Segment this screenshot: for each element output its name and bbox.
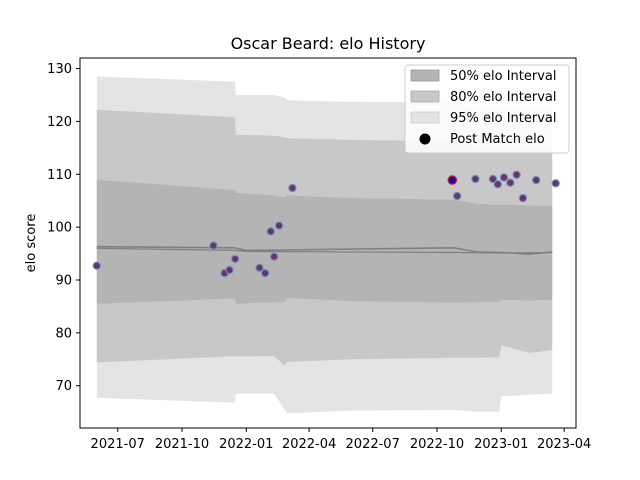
legend-swatch-80 xyxy=(410,90,440,103)
x-tick-label: 2021-07 xyxy=(91,437,145,452)
legend-label-95: 95% elo Interval xyxy=(450,111,557,126)
mean-elo-line xyxy=(96,245,553,255)
x-tick-label: 2023-04 xyxy=(537,437,591,452)
post-match-point xyxy=(270,252,279,261)
y-tick-label: 110 xyxy=(47,168,72,183)
y-axis-label: elo score xyxy=(24,214,39,273)
x-tick-label: 2023-01 xyxy=(474,437,528,452)
y-tick-label: 100 xyxy=(47,221,72,236)
post-match-point xyxy=(255,263,264,272)
x-tick-label: 2022-07 xyxy=(346,437,400,452)
post-match-point xyxy=(447,175,458,185)
legend-label-80: 80% elo Interval xyxy=(450,90,557,105)
post-match-point xyxy=(518,193,528,203)
post-match-point xyxy=(225,265,234,275)
legend-swatch-95 xyxy=(410,111,440,124)
chart-title: Oscar Beard: elo History xyxy=(231,34,426,53)
post-match-point xyxy=(288,183,297,193)
x-tick-label: 2022-04 xyxy=(282,437,336,452)
post-match-point xyxy=(92,261,102,270)
x-tick-label: 2022-10 xyxy=(410,437,464,452)
post-match-point xyxy=(499,173,509,182)
post-match-point xyxy=(551,179,560,188)
y-tick-label: 120 xyxy=(47,115,72,130)
legend-swatch-50 xyxy=(410,69,440,82)
post-match-point xyxy=(512,170,521,179)
post-match-point xyxy=(506,178,515,187)
post-match-point xyxy=(493,180,502,189)
y-axis: 70 80 90 100 110 120 130 xyxy=(47,62,80,394)
y-tick-label: 90 xyxy=(55,274,72,289)
center-lines xyxy=(96,245,553,255)
post-match-point xyxy=(453,191,462,201)
legend-marker-point xyxy=(419,133,431,145)
legend: 50% elo Interval 80% elo Interval 95% el… xyxy=(404,64,570,154)
post-match-point xyxy=(230,254,240,264)
legend-label-point: Post Match elo xyxy=(450,132,545,147)
post-match-points xyxy=(92,170,560,278)
band-50-interval xyxy=(96,179,553,304)
x-tick-label: 2022-01 xyxy=(219,437,273,452)
y-tick-label: 80 xyxy=(55,326,72,341)
x-tick-label: 2021-10 xyxy=(155,437,209,452)
x-axis: 2021-07 2021-10 2022-01 2022-04 2022-07 2022-… xyxy=(91,428,591,452)
post-match-point xyxy=(488,174,498,184)
post-match-point xyxy=(471,174,480,184)
legend-box xyxy=(404,64,570,154)
plot-frame xyxy=(79,57,577,429)
legend-label-50: 50% elo Interval xyxy=(450,69,557,84)
post-match-point xyxy=(266,227,275,236)
interval-bands xyxy=(96,76,553,414)
post-match-point xyxy=(260,268,270,278)
post-match-point xyxy=(274,221,284,230)
y-tick-label: 70 xyxy=(55,379,72,394)
post-match-point xyxy=(209,241,218,250)
post-match-point xyxy=(532,175,541,185)
y-tick-label: 130 xyxy=(47,62,72,77)
